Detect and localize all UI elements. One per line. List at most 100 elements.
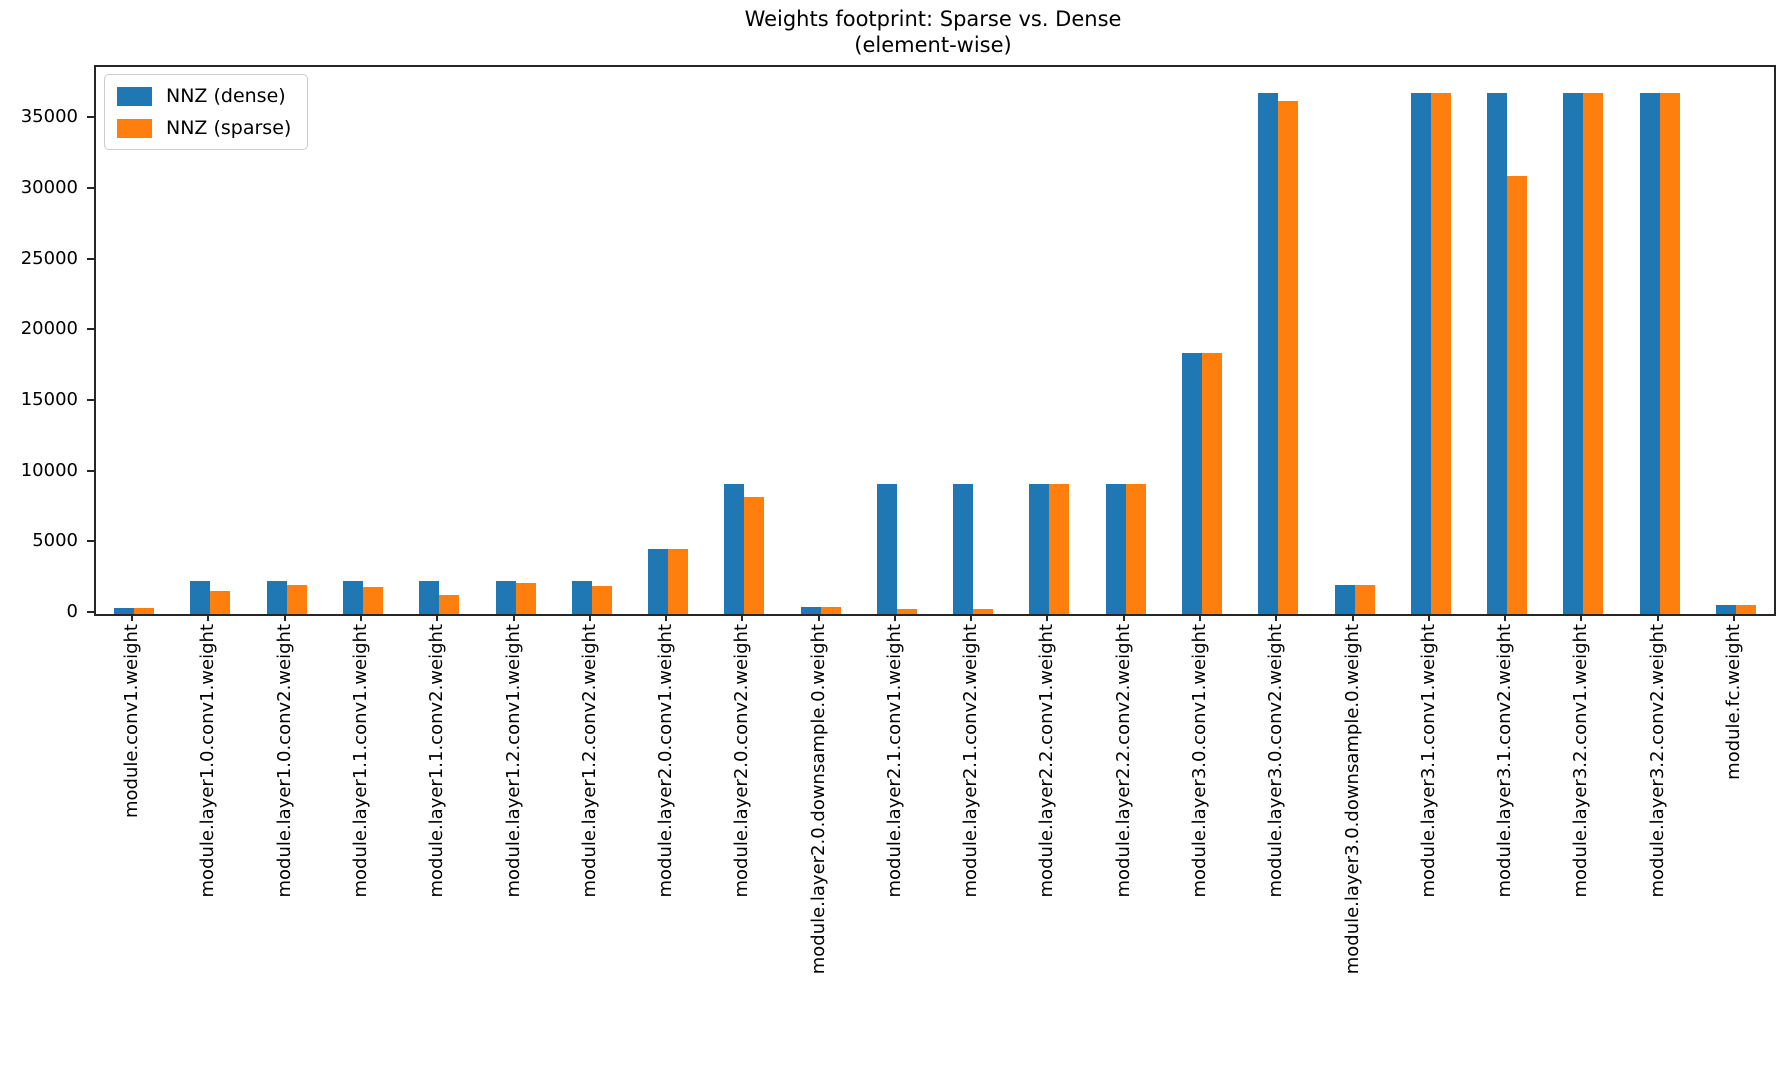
x-tick-mark [1656, 614, 1659, 621]
legend-swatch-sparse [117, 118, 152, 138]
legend-label-sparse: NNZ (sparse) [166, 117, 292, 139]
bar-dense [572, 581, 592, 614]
y-tick-label: 35000 [20, 106, 78, 128]
chart-title-line2: (element-wise) [854, 33, 1012, 57]
x-tick-label: module.layer1.2.conv2.weight [578, 624, 600, 898]
x-tick-label: module.layer3.1.conv1.weight [1417, 624, 1439, 898]
x-tick-label: module.layer2.1.conv1.weight [883, 624, 905, 898]
x-tick-label: module.layer3.2.conv1.weight [1570, 624, 1592, 898]
x-tick-label: module.layer1.2.conv1.weight [502, 624, 524, 898]
bar-dense [190, 581, 210, 614]
bar-sparse [134, 608, 154, 614]
y-tick-mark [87, 116, 94, 119]
y-tick-label: 15000 [20, 388, 78, 410]
y-tick-label: 10000 [20, 459, 78, 481]
bar-dense [1029, 484, 1049, 614]
plot-area [94, 65, 1776, 616]
legend-swatch-dense [117, 86, 152, 106]
bar-dense [953, 484, 973, 614]
x-tick-mark [1580, 614, 1583, 621]
x-tick-label: module.layer3.1.conv2.weight [1494, 624, 1516, 898]
bar-sparse [1202, 353, 1222, 614]
bar-dense [496, 581, 516, 614]
x-tick-mark [131, 614, 134, 621]
x-tick-mark [512, 614, 515, 621]
bar-dense [1182, 353, 1202, 614]
x-tick-label: module.conv1.weight [121, 624, 143, 819]
x-tick-label: module.layer3.0.downsample.0.weight [1341, 624, 1363, 975]
x-tick-mark [1427, 614, 1430, 621]
y-tick-label: 30000 [20, 176, 78, 198]
bar-sparse [1583, 93, 1603, 614]
bar-dense [267, 581, 287, 614]
x-tick-mark [817, 614, 820, 621]
bar-sparse [1355, 585, 1375, 614]
bar-dense [114, 608, 134, 614]
x-tick-label: module.layer2.0.conv1.weight [655, 624, 677, 898]
legend: NNZ (dense) NNZ (sparse) [104, 74, 309, 150]
bar-sparse [1507, 176, 1527, 614]
y-tick-label: 20000 [20, 318, 78, 340]
bar-sparse [210, 591, 230, 614]
bar-dense [1563, 93, 1583, 614]
y-tick-mark [87, 611, 94, 613]
x-tick-mark [1504, 614, 1507, 621]
chart-title: Weights footprint: Sparse vs. Dense (ele… [94, 6, 1772, 58]
bar-sparse [1126, 484, 1146, 614]
bar-dense [877, 484, 897, 614]
x-tick-label: module.layer1.0.conv1.weight [197, 624, 219, 898]
y-tick-mark [87, 398, 94, 401]
bar-dense [648, 549, 668, 614]
legend-item-dense: NNZ (dense) [117, 85, 291, 107]
x-tick-mark [1732, 614, 1735, 621]
bar-sparse [897, 609, 917, 614]
x-tick-mark [207, 614, 210, 621]
x-tick-label: module.layer2.0.conv2.weight [731, 624, 753, 898]
bar-dense [1411, 93, 1431, 614]
x-tick-mark [588, 614, 591, 621]
bar-sparse [1431, 93, 1451, 614]
bar-sparse [1049, 484, 1069, 614]
bar-sparse [821, 607, 841, 614]
bar-sparse [439, 595, 459, 614]
x-tick-label: module.layer2.2.conv1.weight [1036, 624, 1058, 898]
x-tick-mark [665, 614, 668, 621]
x-tick-mark [436, 614, 439, 621]
x-tick-label: module.layer1.0.conv2.weight [273, 624, 295, 898]
bar-sparse [1736, 605, 1756, 614]
x-tick-label: module.layer2.1.conv2.weight [960, 624, 982, 898]
bar-dense [343, 581, 363, 614]
bar-sparse [973, 609, 993, 614]
bar-dense [1716, 605, 1736, 614]
x-tick-label: module.layer1.1.conv1.weight [349, 624, 371, 898]
x-tick-label: module.layer3.2.conv2.weight [1646, 624, 1668, 898]
x-tick-mark [1351, 614, 1354, 621]
bar-dense [1335, 585, 1355, 614]
bar-sparse [363, 587, 383, 614]
x-tick-label: module.layer3.0.conv2.weight [1265, 624, 1287, 898]
y-tick-label: 25000 [20, 247, 78, 269]
chart-title-line1: Weights footprint: Sparse vs. Dense [744, 7, 1122, 31]
bar-dense [724, 484, 744, 614]
bar-dense [1640, 93, 1660, 614]
legend-item-sparse: NNZ (sparse) [117, 117, 291, 139]
y-tick-mark [87, 186, 94, 189]
y-tick-label: 0 [66, 601, 78, 622]
bar-sparse [592, 586, 612, 614]
x-tick-mark [1275, 614, 1278, 621]
x-tick-mark [1046, 614, 1049, 621]
bar-sparse [668, 549, 688, 614]
x-tick-mark [359, 614, 362, 621]
y-tick-mark [87, 469, 94, 472]
y-tick-mark [87, 540, 94, 543]
x-tick-mark [741, 614, 744, 621]
bar-dense [801, 607, 821, 614]
bar-sparse [287, 585, 307, 614]
bar-dense [1106, 484, 1126, 614]
y-tick-mark [87, 328, 94, 331]
x-tick-label: module.layer1.1.conv2.weight [426, 624, 448, 898]
x-tick-label: module.layer2.0.downsample.0.weight [807, 624, 829, 975]
bar-dense [419, 581, 439, 614]
x-tick-label: module.fc.weight [1722, 624, 1744, 780]
